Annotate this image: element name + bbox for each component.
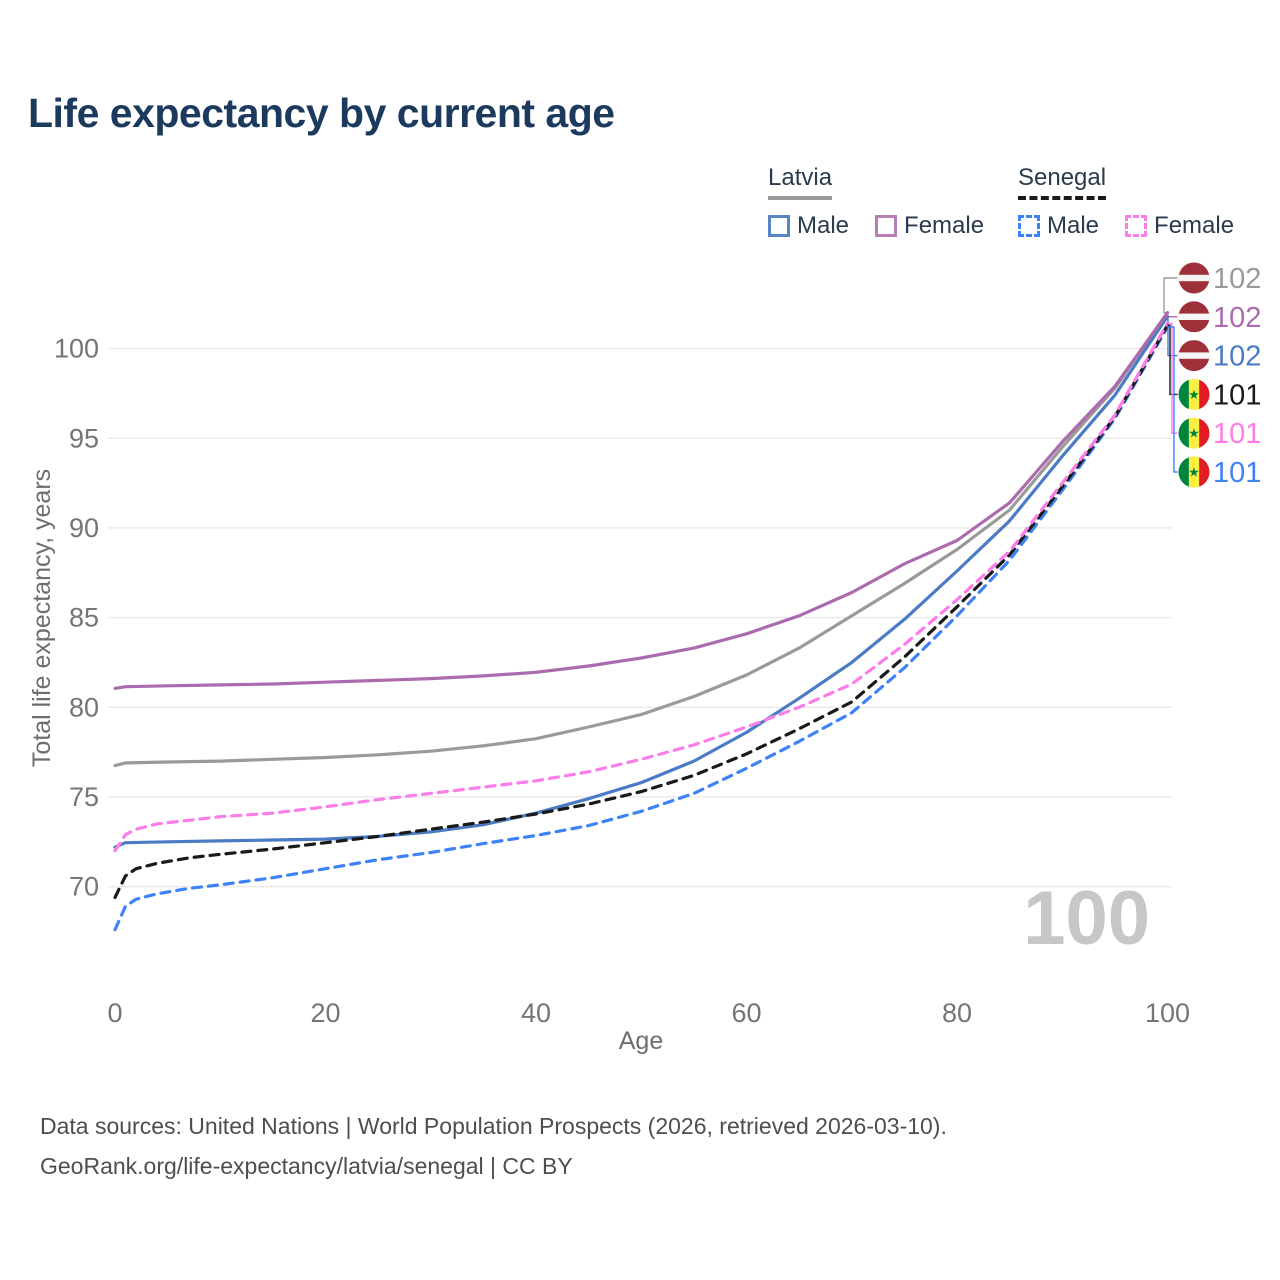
- flag-band-yellow: [1188, 417, 1200, 449]
- legend-latvia-header[interactable]: Latvia: [768, 164, 833, 200]
- senegal-flag-icon: ★: [1178, 456, 1210, 488]
- y-tick-label: 90: [69, 513, 99, 543]
- y-tick-label: 95: [69, 423, 99, 453]
- data-source-text: Data sources: United Nations | World Pop…: [40, 1113, 947, 1139]
- flag-band-yellow: [1188, 378, 1200, 410]
- flag-stripe: [1178, 313, 1210, 320]
- legend-latvia-male-label[interactable]: Male: [797, 212, 850, 239]
- senegal-flag-icon: ★: [1178, 417, 1210, 449]
- flag-band-red: [1199, 456, 1210, 488]
- end-label-leader: [1167, 322, 1178, 434]
- latvia-male-swatch-icon[interactable]: [768, 215, 790, 237]
- flag-band-green: [1178, 378, 1190, 410]
- y-tick-label: 80: [69, 692, 99, 722]
- line-chart: 100 70 75 80 85 90 95 100 0 20 40 60 80 100 Total l…: [28, 262, 1261, 1055]
- y-tick-label: 70: [69, 872, 99, 902]
- series-lines: [113, 311, 1170, 932]
- latvia-female-swatch-icon[interactable]: [875, 215, 898, 237]
- end-value-label: 101: [1213, 379, 1261, 411]
- y-axis-title: Total life expectancy, years: [28, 469, 56, 767]
- x-tick-label: 0: [107, 998, 122, 1028]
- flag-band-yellow: [1188, 456, 1200, 488]
- y-tick-label: 100: [54, 334, 99, 364]
- end-label-leader: [1167, 326, 1178, 473]
- flag-band-red: [1199, 378, 1210, 410]
- end-value-label: 102: [1213, 341, 1261, 373]
- latvia-flag-icon: [1178, 262, 1210, 294]
- end-label-leader: [1163, 277, 1178, 314]
- flag-band-red: [1199, 417, 1210, 449]
- senegal-line-sample: [1018, 196, 1107, 200]
- end-value-label: 101: [1213, 457, 1261, 489]
- legend-latvia-name[interactable]: Latvia: [768, 164, 833, 191]
- y-axis-tick-labels: 70 75 80 85 90 95 100: [54, 334, 99, 902]
- legend-latvia-series: Male Female: [768, 212, 984, 240]
- end-label-leader: [1165, 312, 1178, 318]
- flag-stripe: [1178, 274, 1210, 282]
- series-line-latvia_female[interactable]: [113, 311, 1170, 691]
- senegal-flag-icon: ★: [1178, 378, 1210, 410]
- x-tick-label: 100: [1145, 998, 1190, 1028]
- series-line-senegal_male[interactable]: [113, 325, 1170, 932]
- legend-latvia-female-label[interactable]: Female: [904, 212, 985, 239]
- x-tick-label: 40: [521, 998, 551, 1028]
- end-value-label: 101: [1213, 418, 1261, 450]
- flag-band-green: [1178, 456, 1190, 488]
- flag-stripe: [1178, 352, 1210, 359]
- legend-senegal-header[interactable]: Senegal: [1018, 164, 1107, 200]
- latvia-flag-icon: [1178, 340, 1210, 372]
- legend-senegal: Senegal Male Female: [1018, 164, 1234, 240]
- flag-star-icon: ★: [1188, 426, 1200, 441]
- x-tick-label: 20: [310, 998, 340, 1028]
- x-axis-title: Age: [619, 1027, 663, 1055]
- series-line-latvia_all[interactable]: [113, 311, 1170, 768]
- y-tick-label: 75: [69, 782, 99, 812]
- latvia-line-sample: [768, 196, 833, 200]
- gridlines: [108, 347, 1172, 888]
- senegal-female-swatch-icon[interactable]: [1125, 215, 1148, 237]
- series-line-latvia_male[interactable]: [113, 314, 1170, 849]
- y-tick-label: 85: [69, 603, 99, 633]
- end-value-label: 102: [1213, 263, 1261, 295]
- legend-senegal-female-label[interactable]: Female: [1154, 212, 1235, 239]
- x-tick-label: 60: [731, 998, 761, 1028]
- flag-band-green: [1178, 417, 1190, 449]
- series-end-labels: 102 102 102 ★ 101 ★ 101 ★ 101: [1163, 262, 1261, 489]
- end-value-label: 102: [1213, 302, 1261, 334]
- flag-star-icon: ★: [1188, 387, 1200, 402]
- series-line-senegal_female[interactable]: [113, 321, 1170, 853]
- page-title: Life expectancy by current age: [28, 90, 615, 136]
- end-label-leader: [1167, 315, 1178, 357]
- legend-senegal-series: Male Female: [1018, 212, 1234, 240]
- legend-latvia: Latvia Male Female: [768, 164, 984, 240]
- x-axis-tick-labels: 0 20 40 60 80 100: [107, 998, 1190, 1028]
- attribution-link[interactable]: GeoRank.org/life-expectancy/latvia/seneg…: [40, 1153, 573, 1179]
- footer: Data sources: United Nations | World Pop…: [40, 1106, 947, 1186]
- legend-senegal-male-label[interactable]: Male: [1047, 212, 1100, 239]
- flag-star-icon: ★: [1188, 465, 1200, 480]
- latvia-flag-icon: [1178, 301, 1210, 333]
- series-line-senegal_all[interactable]: [113, 323, 1170, 900]
- legend-senegal-name[interactable]: Senegal: [1018, 164, 1107, 191]
- x-tick-label: 80: [942, 998, 972, 1028]
- senegal-male-swatch-icon[interactable]: [1018, 215, 1040, 237]
- age-counter-watermark: 100: [1023, 876, 1150, 961]
